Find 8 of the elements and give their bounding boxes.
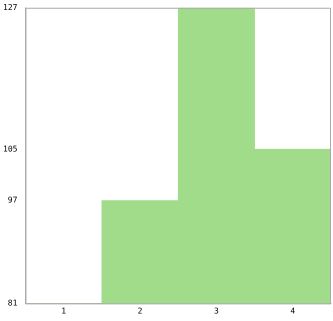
x-tick-label: 1 — [61, 306, 66, 316]
y-tick-label: 81 — [8, 298, 18, 308]
x-tick-label: 2 — [138, 306, 143, 316]
y-tick-label: 127 — [2, 2, 18, 12]
y-tick-label: 97 — [8, 196, 18, 205]
x-tick-label: 4 — [290, 306, 296, 316]
y-tick-label: 105 — [2, 144, 18, 154]
x-tick-label: 3 — [214, 306, 220, 316]
